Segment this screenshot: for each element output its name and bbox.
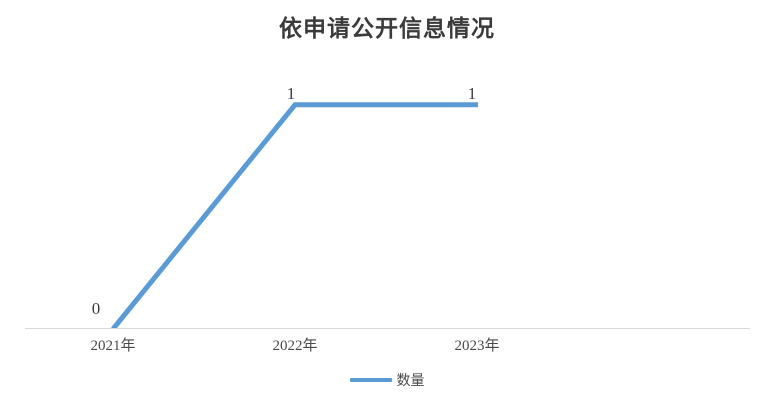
legend-item-数量[interactable]: 数量 bbox=[349, 371, 425, 389]
data-label-point-0: 0 bbox=[91, 299, 101, 318]
chart-legend: 数量 bbox=[0, 371, 774, 389]
legend-line-swatch-icon bbox=[349, 378, 392, 382]
category-axis-line bbox=[25, 328, 750, 329]
x-axis-label-2022: 2022年 bbox=[272, 338, 318, 354]
data-label-point-1: 1 bbox=[286, 84, 296, 103]
series-line-数量 bbox=[111, 102, 478, 329]
chart-title: 依申请公开信息情况 bbox=[279, 16, 495, 41]
line-series-path bbox=[111, 102, 478, 329]
legend-item-label: 数量 bbox=[396, 372, 425, 388]
x-axis-label-2021: 2021年 bbox=[90, 338, 136, 354]
x-axis-label-2023: 2023年 bbox=[454, 338, 500, 354]
data-label-point-2: 1 bbox=[467, 84, 477, 103]
plot-area bbox=[25, 60, 750, 329]
